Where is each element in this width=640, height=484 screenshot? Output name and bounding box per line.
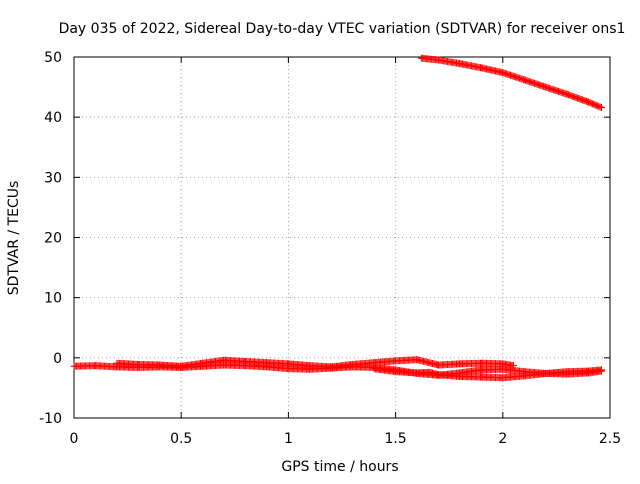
y-tick-label: 20 [44,231,62,247]
x-tick-label: 1 [284,431,293,447]
data-points [70,54,605,382]
y-tick-labels: -10 0 10 20 30 40 50 [39,50,62,427]
axis-ticks [73,56,611,419]
y-tick-label: 30 [44,170,62,186]
x-tick-label: 1.5 [384,431,406,447]
y-tick-label: 40 [44,110,62,126]
x-tick-label: 2 [498,431,507,447]
y-tick-label: 50 [44,50,62,66]
y-tick-label: 10 [44,291,62,307]
y-tick-label: -10 [39,411,62,427]
x-tick-label: 0 [70,431,79,447]
grid-lines [74,57,610,418]
x-tick-labels: 0 0.5 1 1.5 2 2.5 [70,431,622,447]
data-point [510,362,518,370]
data-point [597,104,605,112]
satellite-track-2 [113,356,518,371]
satellite-track-4 [417,54,605,112]
x-tick-label: 0.5 [170,431,192,447]
y-tick-label: 0 [53,351,62,367]
satellite-track-3 [370,365,605,382]
x-tick-label: 2.5 [599,431,621,447]
data-point [596,103,604,111]
chart-title: Day 035 of 2022, Sidereal Day-to-day VTE… [59,21,626,37]
data-point [597,366,605,374]
y-axis-label: SDTVAR / TECUs [6,181,22,296]
x-axis-label: GPS time / hours [281,459,398,475]
